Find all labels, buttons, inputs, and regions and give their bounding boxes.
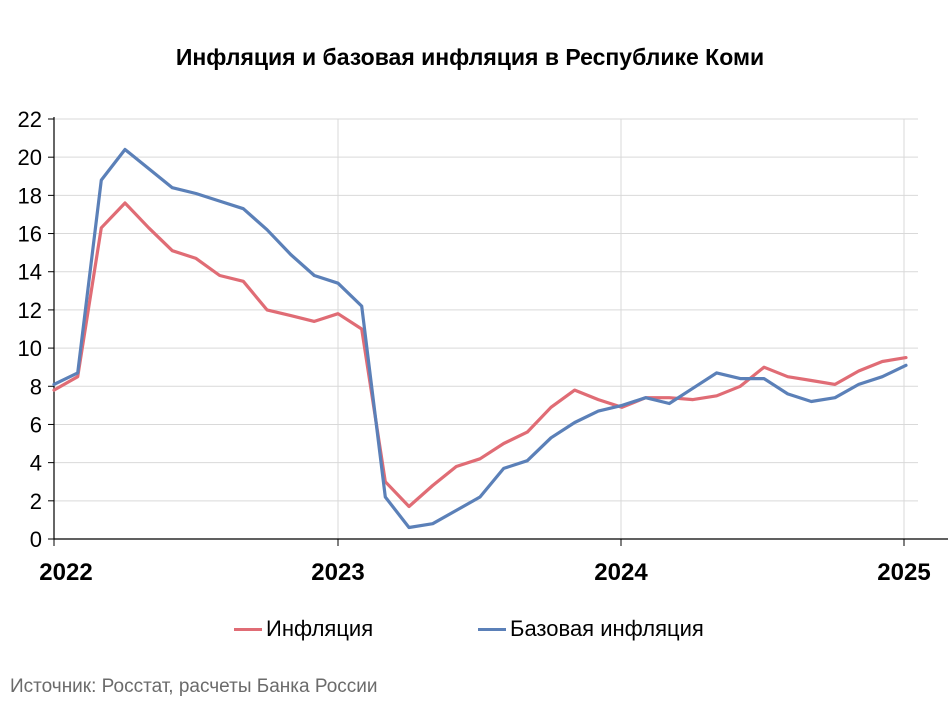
legend-item-inflation: Инфляция — [234, 616, 373, 642]
y-tick-label: 8 — [30, 374, 42, 399]
series-line-inflation — [52, 201, 908, 509]
x-tick-label: 2023 — [311, 559, 364, 586]
series-line-core — [52, 147, 908, 530]
legend: Инфляция Базовая инфляция — [0, 616, 950, 646]
series-lines — [52, 147, 908, 530]
y-tick-label: 6 — [30, 412, 42, 437]
y-tick-label: 22 — [18, 107, 42, 132]
y-tick-label: 20 — [18, 145, 42, 170]
x-tick-label: 2025 — [877, 559, 930, 586]
source-note: Источник: Росстат, расчеты Банка России — [10, 676, 378, 697]
y-tick-label: 18 — [18, 183, 42, 208]
legend-swatch-inflation — [234, 627, 262, 631]
x-tick-label: 2022 — [39, 559, 92, 586]
x-tick-label: 2024 — [594, 559, 648, 586]
x-axis: 2022 2023 2024 2025 — [39, 538, 948, 586]
legend-swatch-core — [478, 627, 506, 631]
y-tick-label: 14 — [18, 260, 42, 285]
legend-item-core: Базовая инфляция — [478, 616, 704, 642]
legend-label-core: Базовая инфляция — [510, 616, 704, 641]
y-tick-label: 12 — [18, 298, 42, 323]
y-tick-label: 4 — [30, 451, 42, 476]
legend-label-inflation: Инфляция — [266, 616, 374, 641]
y-tick-label: 2 — [30, 489, 42, 514]
y-tick-label: 0 — [30, 527, 42, 552]
y-axis: 0 2 4 6 8 10 12 14 16 18 20 22 — [18, 107, 55, 552]
grid-lines — [54, 118, 918, 539]
chart-title: Инфляция и базовая инфляция в Республике… — [175, 44, 765, 70]
y-tick-label: 10 — [18, 336, 42, 361]
y-tick-label: 16 — [18, 222, 42, 247]
